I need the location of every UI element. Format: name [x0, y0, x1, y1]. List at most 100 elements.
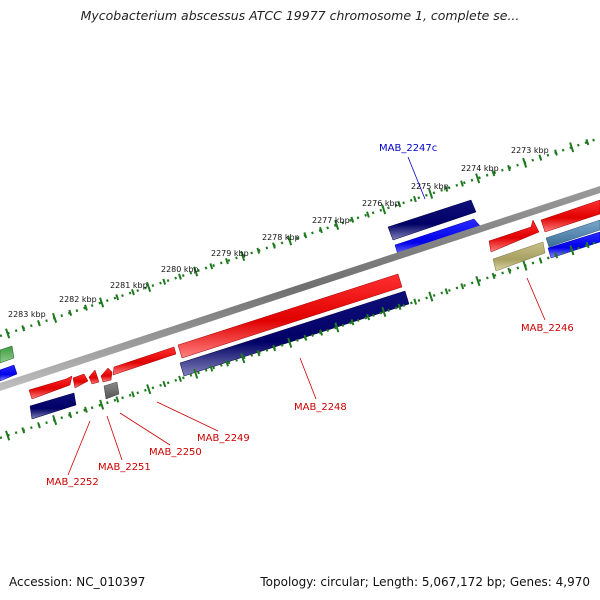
ruler-tick: [538, 257, 543, 264]
ruler-tick: [350, 319, 355, 326]
ruler-label-2281-kbp: 2281 kbp: [110, 281, 148, 290]
ruler-tick: [522, 260, 528, 271]
feature-mab-2252-cds[interactable]: [28, 375, 73, 400]
gene-label-mab-2248[interactable]: MAB_2248: [294, 402, 347, 413]
ruler-tick: [178, 273, 182, 280]
ruler-tick: [350, 216, 355, 223]
ruler-tick: [585, 138, 590, 146]
ruler-tick: [21, 325, 26, 332]
genome-summary-text: Topology: circular; Length: 5,067,172 bp…: [260, 575, 590, 589]
ruler-tick: [475, 275, 481, 287]
ruler-tick: [366, 211, 370, 218]
feature-mab-2249-cds[interactable]: [112, 346, 177, 376]
ruler-tick: [84, 304, 88, 311]
ruler-label-2283-kbp: 2283 kbp: [8, 310, 46, 319]
ruler-tick: [475, 173, 481, 184]
ruler-tick: [52, 414, 58, 426]
leader-line-mab-2247c: [407, 156, 426, 200]
ruler-tick: [397, 201, 402, 208]
map-title: Mycobacterium abscessus ATCC 19977 chrom…: [80, 8, 520, 23]
ruler-label-2276-kbp: 2276 kbp: [362, 199, 400, 208]
ruler-tick: [334, 219, 340, 231]
gene-label-mab-2250[interactable]: MAB_2250: [149, 447, 202, 458]
ruler-tick: [131, 288, 135, 296]
feature-red-cds-right[interactable]: [540, 199, 600, 233]
ruler-label-2275-kbp: 2275 kbp: [411, 182, 449, 191]
ruler-tick: [538, 154, 543, 161]
inner-ruler-line: [0, 239, 600, 440]
gene-label-mab-2252[interactable]: MAB_2252: [46, 477, 99, 488]
ruler-tick: [444, 185, 449, 192]
outer-ruler-line: [0, 136, 600, 338]
feature-mab-2247c-cds[interactable]: [387, 199, 477, 241]
ruler-tick: [131, 391, 135, 398]
ruler-tick: [381, 306, 387, 318]
ruler-tick: [444, 288, 449, 295]
gene-label-mab-2249[interactable]: MAB_2249: [197, 433, 250, 444]
feature-mab-2248-gene[interactable]: [179, 290, 410, 377]
ruler-tick: [225, 257, 229, 265]
leader-line-mab-2249: [156, 401, 219, 432]
feature-blue-left[interactable]: [0, 364, 18, 382]
ruler-tick: [178, 375, 182, 383]
gene-label-mab-2247c[interactable]: MAB_2247c: [379, 143, 437, 154]
feature-mab-2248-cds[interactable]: [177, 273, 403, 359]
ruler-tick: [413, 195, 417, 203]
ruler-tick: [491, 272, 496, 280]
ruler-tick: [5, 430, 11, 441]
ruler-tick: [37, 422, 41, 429]
outer-ruler-ticks: [5, 138, 590, 339]
ruler-tick: [193, 368, 199, 379]
ruler-tick: [428, 291, 434, 302]
feature-steel-misc-right[interactable]: [545, 219, 600, 248]
feature-blue-gene-right[interactable]: [547, 231, 600, 259]
ruler-label-2273-kbp: 2273 kbp: [511, 146, 549, 155]
ruler-tick: [193, 266, 199, 277]
ruler-label-2282-kbp: 2282 kbp: [59, 295, 97, 304]
ruler-label-2280-kbp: 2280 kbp: [161, 265, 199, 274]
feature-mab-2246-cds[interactable]: [488, 219, 540, 253]
ruler-tick: [319, 226, 323, 234]
accession-text: Accession: NC_010397: [9, 575, 146, 589]
ruler-label-2278-kbp: 2278 kbp: [262, 233, 300, 242]
feature-mab-2246-misc[interactable]: [492, 241, 546, 272]
ruler-tick: [287, 235, 293, 246]
ruler-tick: [366, 313, 371, 321]
ruler-tick: [287, 337, 293, 348]
ruler-tick: [319, 329, 324, 336]
feature-mab-2250-cds[interactable]: [100, 367, 113, 383]
ruler-tick: [146, 281, 152, 293]
ruler-tick: [209, 365, 214, 372]
ruler-tick: [68, 309, 73, 317]
ruler-tick: [115, 396, 120, 403]
leader-line-mab-2246: [526, 277, 546, 321]
ruler-tick: [334, 322, 340, 333]
feature-mab-2252-gene[interactable]: [29, 392, 77, 420]
feature-green-left[interactable]: [0, 345, 15, 364]
ruler-tick: [460, 180, 464, 187]
ruler-tick: [554, 149, 558, 156]
feature-red-small-left[interactable]: [72, 373, 89, 389]
gene-label-mab-2251[interactable]: MAB_2251: [98, 462, 151, 473]
ruler-tick: [585, 241, 590, 249]
genome-backbone: [0, 186, 600, 391]
leader-line-mab-2251: [106, 415, 123, 461]
ruler-tick: [225, 360, 229, 367]
feature-mab-2251-cds[interactable]: [88, 369, 100, 385]
ruler-tick: [413, 298, 418, 305]
ruler-tick: [99, 399, 105, 410]
ruler-tick: [381, 204, 387, 215]
ruler-tick: [491, 170, 496, 177]
gene-label-mab-2246[interactable]: MAB_2246: [521, 323, 574, 334]
ruler-label-2277-kbp: 2277 kbp: [312, 216, 350, 225]
feature-mab-2251-gene[interactable]: [103, 381, 120, 400]
ruler-tick: [397, 303, 402, 311]
ruler-tick: [272, 242, 276, 249]
inner-ruler-ticks: [5, 241, 590, 441]
leader-line-mab-2250: [119, 412, 171, 446]
ruler-tick: [84, 406, 88, 413]
ruler-tick: [240, 250, 246, 262]
ruler-tick: [256, 349, 261, 357]
ruler-tick: [162, 278, 167, 285]
